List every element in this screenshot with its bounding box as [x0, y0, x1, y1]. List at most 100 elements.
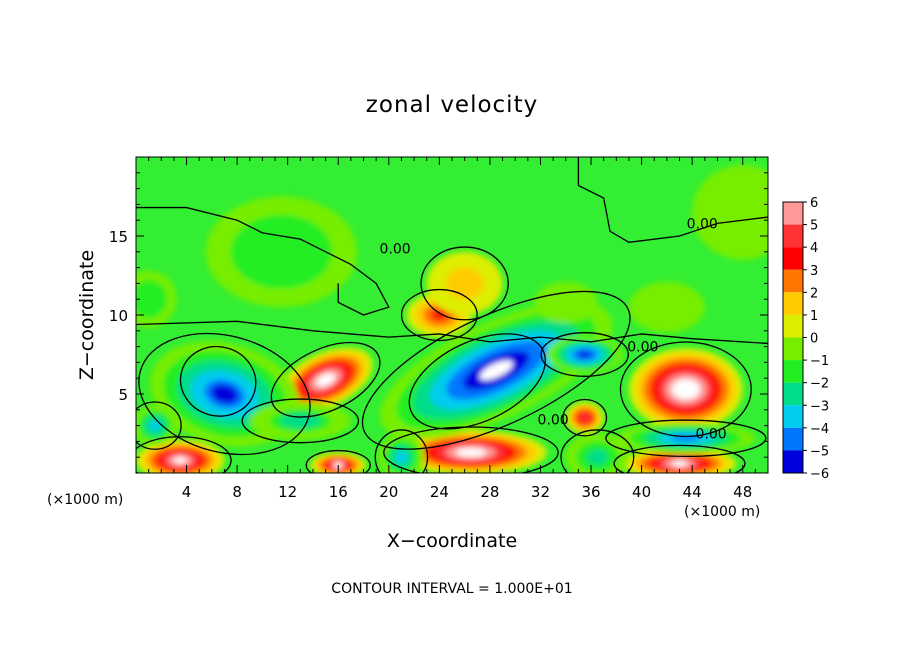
colorbar-swatch	[783, 360, 803, 383]
field-level	[136, 280, 168, 319]
field-level	[445, 267, 484, 300]
zero-contour	[179, 345, 257, 417]
field-level	[173, 457, 187, 464]
field-level	[671, 460, 688, 467]
colorbar-swatch	[783, 382, 803, 406]
colorbar-swatch	[783, 224, 803, 248]
colorbar-tick-label: 5	[810, 219, 818, 234]
field-level	[210, 384, 239, 404]
x-tick-label: 36	[581, 483, 600, 501]
colorbar-tick-label: 2	[810, 286, 818, 301]
negative-jet-15	[546, 335, 623, 374]
field-level	[635, 286, 699, 329]
zero-contour	[613, 444, 746, 473]
zero-contour	[138, 332, 311, 456]
x-tick-label: 24	[430, 483, 449, 501]
field-level	[578, 351, 592, 358]
plot-area: 0.00 0.00 0.00 0.00 0.00	[135, 156, 769, 474]
colorbar-tick-label: −1	[810, 354, 829, 369]
zero-contour	[560, 429, 635, 473]
colorbar-swatch	[783, 269, 803, 293]
colorbar-tick-label: 0	[810, 332, 818, 347]
contour-label-4: 0.00	[538, 412, 569, 428]
x-tick-label: 48	[733, 483, 752, 501]
field-level	[395, 451, 408, 464]
zero-contour	[136, 401, 182, 450]
colorbar: 6 5 4 3 2 1 0 −1 −2 −3 −4 −5 −6	[782, 196, 829, 482]
zero-contours	[136, 157, 768, 473]
x-tick-label: 12	[278, 483, 297, 501]
velocity-field: 0.00 0.00 0.00 0.00 0.00	[136, 157, 768, 473]
field-level	[700, 172, 768, 252]
negative-jet-21	[136, 270, 177, 328]
x-axis: 4 8 12 16 20 24 28 32 36 40 44 48	[148, 157, 756, 501]
negative-jet-19	[249, 401, 351, 440]
colorbar-tick-label: −2	[810, 377, 829, 392]
positive-jet-2	[278, 347, 373, 413]
field-level	[460, 449, 482, 456]
negative-jet-24	[534, 281, 598, 323]
negative-jet-14	[136, 405, 178, 447]
x-tick-label: 28	[480, 483, 499, 501]
colorbar-tick-label: 1	[810, 309, 818, 324]
field-level	[230, 214, 332, 289]
colorbar-tick-label: 4	[810, 241, 818, 256]
positive-jet-4	[628, 348, 743, 431]
colorbar-tick-label: 3	[810, 264, 818, 279]
zero-contour	[136, 436, 232, 473]
x-unit-left: (×1000 m)	[47, 492, 123, 508]
colorbar-swatch	[783, 247, 803, 270]
colorbar-swatch	[783, 292, 803, 315]
zero-contour	[305, 449, 371, 473]
negative-jet-18	[565, 433, 629, 473]
contour-interval-note: CONTOUR INTERVAL = 1.000E+01	[331, 581, 572, 597]
contour-label-1: 0.00	[380, 242, 411, 258]
colorbar-swatch	[783, 337, 803, 361]
field-level	[479, 360, 513, 381]
negative-jet-23	[628, 281, 705, 333]
field-level	[586, 449, 608, 466]
zero-contour-upper-right	[577, 157, 768, 243]
field-level	[534, 281, 598, 323]
negative-jet-22	[692, 164, 768, 260]
x-tick-label: 32	[531, 483, 550, 501]
colorbar-tick-label: −4	[810, 422, 829, 437]
field-level	[319, 375, 332, 385]
positive-jet-6	[395, 430, 547, 473]
positive-jet-5	[136, 439, 225, 473]
zero-contour	[540, 332, 629, 377]
zero-contour	[270, 341, 381, 418]
zero-contour	[241, 398, 360, 444]
field-level	[149, 420, 161, 431]
zero-contour	[619, 341, 752, 438]
zero-contour-upper	[136, 206, 390, 316]
negative-jet-12	[379, 301, 613, 439]
colorbar-tick-label: −5	[810, 444, 829, 459]
contour-label-5: 0.00	[696, 427, 727, 443]
zero-contour	[562, 398, 608, 437]
y-tick-label: 10	[109, 307, 128, 325]
y-tick-label: 5	[118, 386, 128, 404]
colorbar-tick-label: −6	[810, 467, 829, 482]
colorbar-swatch	[783, 427, 803, 451]
x-tick-label: 20	[379, 483, 398, 501]
y-tick-label: 15	[109, 228, 128, 246]
zero-contour	[420, 246, 509, 321]
x-axis-label: X−coordinate	[387, 530, 517, 552]
positive-jet-11	[426, 251, 503, 315]
zero-contour	[383, 426, 559, 473]
y-axis: 5 10 15	[109, 172, 768, 458]
field-level	[678, 384, 693, 395]
colorbar-tick-label: −3	[810, 399, 829, 414]
x-tick-label: 40	[632, 483, 651, 501]
zero-contour-mid	[136, 320, 768, 345]
colorbar-swatch	[783, 202, 803, 225]
zero-contour	[374, 429, 429, 473]
colorbar-swatch	[783, 450, 803, 473]
colorbar-swatch	[783, 314, 803, 338]
x-tick-label: 16	[329, 483, 348, 501]
x-tick-label: 44	[683, 483, 702, 501]
contour-label-2: 0.00	[687, 216, 718, 232]
field-level	[431, 309, 448, 321]
y-axis-label: Z−coordinate	[76, 250, 98, 380]
